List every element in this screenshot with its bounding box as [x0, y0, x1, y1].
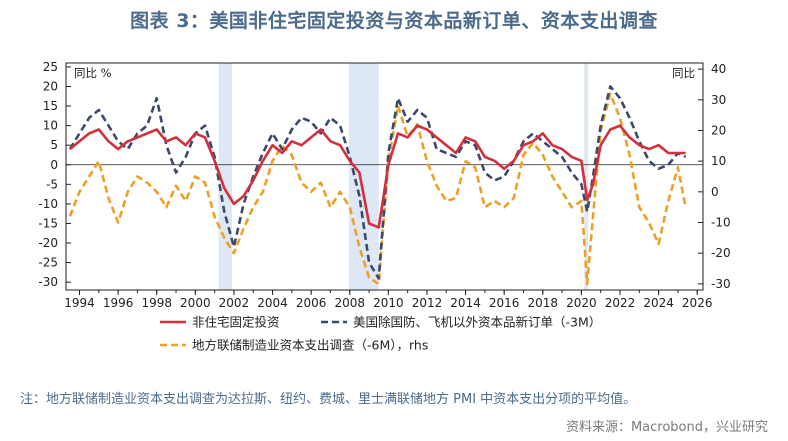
left-tick-label: -25	[38, 256, 58, 270]
footnote: 注：地方联储制造业资本支出调查为达拉斯、纽约、费城、里士满联储地方 PMI 中资…	[20, 392, 637, 407]
x-tick-label: 2022	[605, 296, 636, 310]
right-tick-label: -20	[711, 246, 731, 260]
legend-label-0: 非住宅固定投资	[192, 315, 280, 330]
left-tick-label: 15	[43, 99, 58, 113]
right-tick-label: 10	[711, 154, 726, 168]
left-axis-label: 同比 %	[74, 66, 112, 80]
x-tick-label: 1996	[103, 296, 134, 310]
left-tick-label: -5	[46, 177, 58, 191]
series-line-0	[69, 124, 686, 229]
series-line-1	[68, 85, 687, 280]
left-tick-label: 20	[43, 79, 58, 93]
right-tick-label: 20	[711, 123, 726, 137]
x-tick-label: 2002	[219, 296, 250, 310]
x-tick-label: 2020	[566, 296, 597, 310]
chart-title: 图表 3：美国非住宅固定投资与资本品新订单、资本支出调查	[130, 10, 658, 32]
left-tick-label: 5	[50, 138, 58, 152]
x-tick-label: 1994	[64, 296, 95, 310]
right-tick-label: 30	[711, 93, 726, 107]
right-tick-label: 40	[711, 62, 726, 76]
x-tick-label: 2000	[180, 296, 211, 310]
recession-shading	[218, 63, 589, 290]
legend-label-2: 地方联储制造业资本支出调查（-6M），rhs	[192, 338, 428, 353]
recession-band-2	[584, 63, 589, 290]
x-tick-label: 2018	[528, 296, 559, 310]
plot-frame	[65, 62, 704, 291]
x-tick-label: 2016	[489, 296, 520, 310]
tick-labels: 2520151050-5-10-15-20-25-30403020100-10-…	[38, 60, 730, 310]
recession-band-1	[348, 63, 379, 290]
x-tick-label: 1998	[141, 296, 172, 310]
x-tick-label: 2024	[643, 296, 674, 310]
legend: 非住宅固定投资 美国除国防、飞机以外资本品新订单（-3M） 地方联储制造业资本支出调…	[160, 315, 601, 353]
left-tick-label: -20	[38, 236, 58, 250]
right-tick-label: -30	[711, 277, 731, 291]
left-tick-label: 10	[43, 119, 58, 133]
right-tick-label: 0	[711, 185, 719, 199]
x-tick-label: 2014	[450, 296, 481, 310]
left-tick-label: -10	[38, 197, 58, 211]
left-tick-label: 0	[50, 158, 58, 172]
x-tick-label: 2012	[412, 296, 443, 310]
legend-label-1: 美国除国防、飞机以外资本品新订单（-3M）	[353, 315, 601, 330]
x-tick-label: 2008	[334, 296, 365, 310]
x-tick-label: 2004	[257, 296, 288, 310]
series-lines	[68, 85, 687, 286]
right-tick-label: -10	[711, 216, 731, 230]
left-tick-label: 25	[43, 60, 58, 74]
x-tick-label: 2006	[296, 296, 327, 310]
x-tick-label: 2026	[682, 296, 713, 310]
left-tick-label: -15	[38, 216, 58, 230]
source-note: 资料来源：Macrobond，兴业研究	[565, 420, 768, 435]
x-tick-label: 2010	[373, 296, 404, 310]
left-tick-label: -30	[38, 275, 58, 289]
right-axis-label: 同比	[672, 66, 695, 80]
